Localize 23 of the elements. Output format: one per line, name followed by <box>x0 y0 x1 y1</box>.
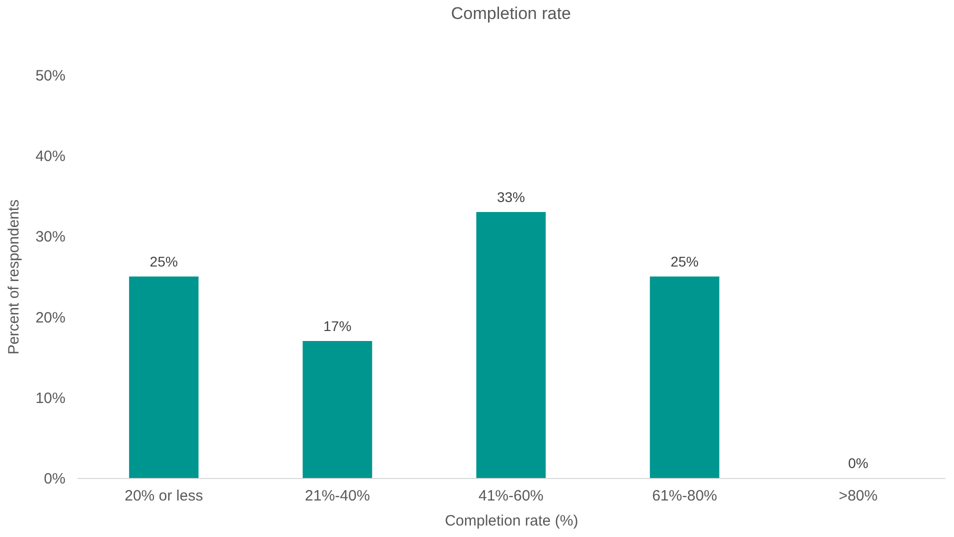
y-tick-label: 50% <box>35 68 66 84</box>
chart-title: Completion rate <box>450 4 572 23</box>
y-tick-label: 20% <box>35 309 66 326</box>
x-axis-title: Completion rate (%) <box>444 512 578 530</box>
y-axis-title: Percent of respondents <box>5 199 22 355</box>
data-label: 25% <box>150 254 178 270</box>
data-label: 33% <box>496 189 526 206</box>
bar <box>476 212 546 478</box>
bar <box>129 276 199 478</box>
bar <box>650 276 720 478</box>
x-tick-label: 20% or less <box>124 488 203 504</box>
data-label: 17% <box>323 318 352 334</box>
y-tick-label: 30% <box>35 228 66 246</box>
data-label: 25% <box>670 254 699 270</box>
x-tick-label: >80% <box>838 488 878 504</box>
bar <box>302 340 372 478</box>
y-tick-label: 0% <box>44 470 66 488</box>
x-tick-label: 41%-60% <box>478 488 544 504</box>
data-label: 0% <box>848 455 868 471</box>
y-tick-label: 40% <box>35 148 66 166</box>
y-tick-label: 10% <box>35 390 66 407</box>
x-tick-label: 21%-40% <box>304 488 370 504</box>
x-tick-label: 61%-80% <box>652 488 718 504</box>
